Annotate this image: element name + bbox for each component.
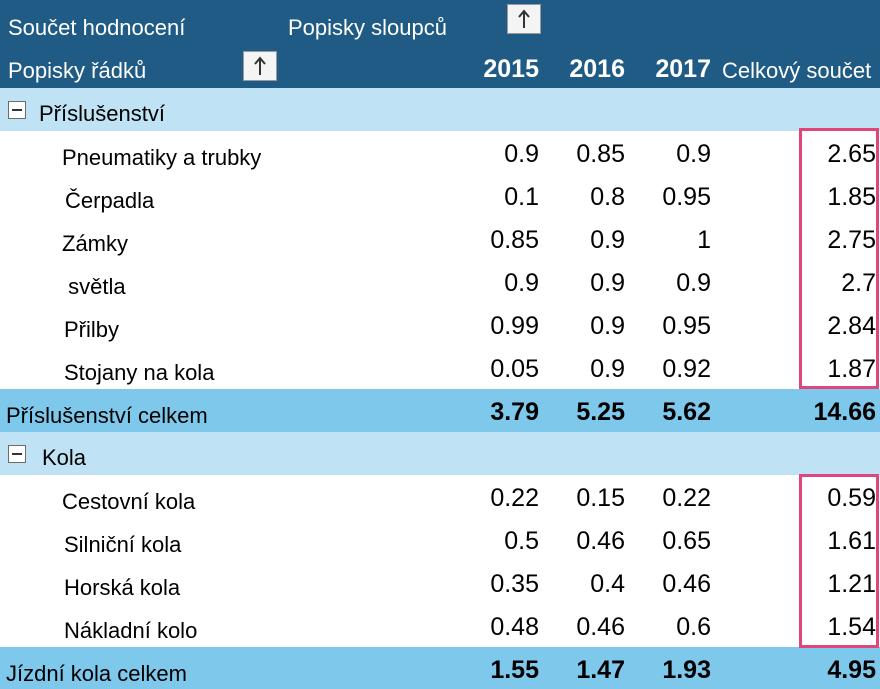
row-label: Nákladní kolo [64,618,198,643]
table-row: Zámky 0.85 0.9 1 2.75 [0,217,880,260]
subtotal-value[interactable]: 5.25 [576,398,625,426]
row-total-value[interactable]: 2.84 [827,312,876,340]
row-total-value[interactable]: 0.59 [827,484,876,512]
cell-value[interactable]: 0.05 [490,355,539,383]
row-label: Pneumatiky a trubky [62,145,262,170]
cell-value[interactable]: 0.9 [504,269,539,297]
column-labels-header[interactable]: Popisky sloupců [288,15,447,40]
table-row: Čerpadla 0.1 0.8 0.95 1.85 [0,174,880,217]
row-label: Horská kola [64,575,181,600]
cell-value[interactable]: 0.46 [662,570,711,598]
collapse-minus-icon[interactable] [8,445,26,463]
cell-value[interactable]: 1 [697,226,711,254]
row-total-value[interactable]: 1.87 [827,355,876,383]
cell-value[interactable]: 0.5 [504,527,539,555]
table-row: Horská kola 0.35 0.4 0.46 1.21 [0,561,880,604]
cell-value[interactable]: 0.95 [662,183,711,211]
group-row[interactable]: Kola [0,432,880,475]
subtotal-grand-value[interactable]: 14.66 [813,398,876,426]
cell-value[interactable]: 0.95 [662,312,711,340]
row-total-value[interactable]: 1.61 [827,527,876,555]
cell-value[interactable]: 0.46 [576,527,625,555]
pivot-header: Součet hodnocení Popisky sloupců Popisky… [0,0,880,88]
cell-value[interactable]: 0.9 [676,140,711,168]
cell-value[interactable]: 0.9 [590,312,625,340]
cell-value[interactable]: 0.92 [662,355,711,383]
column-header-year[interactable]: 2017 [655,55,711,83]
table-row: Nákladní kolo 0.48 0.46 0.6 1.54 [0,604,880,647]
column-sort-button[interactable] [507,4,541,34]
column-header-year[interactable]: 2016 [569,55,625,83]
row-total-value[interactable]: 1.21 [827,570,876,598]
row-label: Přilby [64,317,120,342]
row-total-value[interactable]: 2.65 [827,140,876,168]
row-total-value[interactable]: 1.54 [827,613,876,641]
table-row: Přilby 0.99 0.9 0.95 2.84 [0,303,880,346]
row-label: Čerpadla [65,188,155,213]
highlight-box [799,474,879,648]
cell-value[interactable]: 0.9 [590,355,625,383]
table-row: světla 0.9 0.9 0.9 2.7 [0,260,880,303]
values-field-label: Součet hodnocení [8,15,186,40]
group-label: Kola [42,445,87,470]
row-total-value[interactable]: 1.85 [827,183,876,211]
highlight-box [799,128,879,389]
cell-value[interactable]: 0.46 [576,613,625,641]
cell-value[interactable]: 0.9 [590,226,625,254]
column-header-year[interactable]: 2015 [483,55,539,83]
cell-value[interactable]: 0.35 [490,570,539,598]
row-total-value[interactable]: 2.75 [827,226,876,254]
subtotal-value[interactable]: 1.55 [490,656,539,684]
subtotal-value[interactable]: 1.93 [662,656,711,684]
subtotal-value[interactable]: 3.79 [490,398,539,426]
row-label: světla [62,274,126,299]
group-row[interactable]: Příslušenství [0,88,880,131]
cell-value[interactable]: 0.15 [576,484,625,512]
cell-value[interactable]: 0.22 [662,484,711,512]
collapse-minus-icon[interactable] [8,101,26,119]
cell-value[interactable]: 0.48 [490,613,539,641]
cell-value[interactable]: 0.9 [504,140,539,168]
cell-value[interactable]: 0.1 [504,183,539,211]
group-label: Příslušenství [39,101,165,126]
cell-value[interactable]: 0.99 [490,312,539,340]
cell-value[interactable]: 0.8 [590,183,625,211]
row-label: Silniční kola [64,532,182,557]
subtotal-value[interactable]: 1.47 [576,656,625,684]
row-sort-button[interactable] [243,51,277,81]
table-row: Silniční kola 0.5 0.46 0.65 1.61 [0,518,880,561]
subtotal-row: Jízdní kola celkem 1.55 1.47 1.93 4.95 [0,647,880,689]
table-row: Pneumatiky a trubky 0.9 0.85 0.9 2.65 [0,131,880,174]
row-label: Cestovní kola [62,489,196,514]
cell-value[interactable]: 0.9 [590,269,625,297]
cell-value[interactable]: 0.22 [490,484,539,512]
subtotal-value[interactable]: 5.62 [662,398,711,426]
subtotal-label: Jízdní kola celkem [6,661,187,686]
row-labels-header[interactable]: Popisky řádků [8,58,147,83]
cell-value[interactable]: 0.85 [490,226,539,254]
table-row: Stojany na kola 0.05 0.9 0.92 1.87 [0,346,880,389]
cell-value[interactable]: 0.6 [676,613,711,641]
cell-value[interactable]: 0.65 [662,527,711,555]
arrow-up-icon [518,9,530,28]
arrow-up-icon [254,56,266,75]
grand-total-header: Celkový součet [722,58,872,83]
row-label: Zámky [62,231,128,256]
cell-value[interactable]: 0.4 [590,570,625,598]
subtotal-label: Příslušenství celkem [6,403,208,428]
cell-value[interactable]: 0.85 [576,140,625,168]
subtotal-row: Příslušenství celkem 3.79 5.25 5.62 14.6… [0,389,880,432]
subtotal-grand-value[interactable]: 4.95 [827,656,876,684]
table-row: Cestovní kola 0.22 0.15 0.22 0.59 [0,475,880,518]
row-label: Stojany na kola [64,360,215,385]
cell-value[interactable]: 0.9 [676,269,711,297]
row-total-value[interactable]: 2.7 [841,269,876,297]
